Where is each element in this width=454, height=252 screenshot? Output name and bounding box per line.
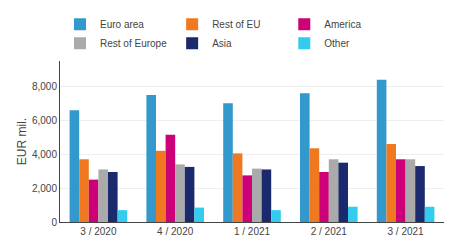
svg-text:Other: Other — [324, 38, 350, 49]
svg-text:4 / 2020: 4 / 2020 — [157, 226, 194, 237]
svg-text:Rest of Europe: Rest of Europe — [100, 38, 167, 49]
svg-text:4,000: 4,000 — [32, 149, 57, 160]
svg-text:Euro area: Euro area — [100, 19, 144, 30]
svg-text:0: 0 — [51, 217, 57, 228]
svg-text:8,000: 8,000 — [32, 81, 57, 92]
svg-text:EUR mil.: EUR mil. — [15, 118, 29, 165]
svg-text:America: America — [324, 19, 361, 30]
svg-text:Rest of EU: Rest of EU — [212, 19, 260, 30]
svg-text:6,000: 6,000 — [32, 115, 57, 126]
svg-text:3 / 2021: 3 / 2021 — [388, 226, 425, 237]
svg-text:Asia: Asia — [212, 38, 232, 49]
svg-text:3 / 2020: 3 / 2020 — [80, 226, 117, 237]
svg-text:2,000: 2,000 — [32, 183, 57, 194]
svg-text:1 / 2021: 1 / 2021 — [234, 226, 271, 237]
svg-text:2 / 2021: 2 / 2021 — [311, 226, 348, 237]
